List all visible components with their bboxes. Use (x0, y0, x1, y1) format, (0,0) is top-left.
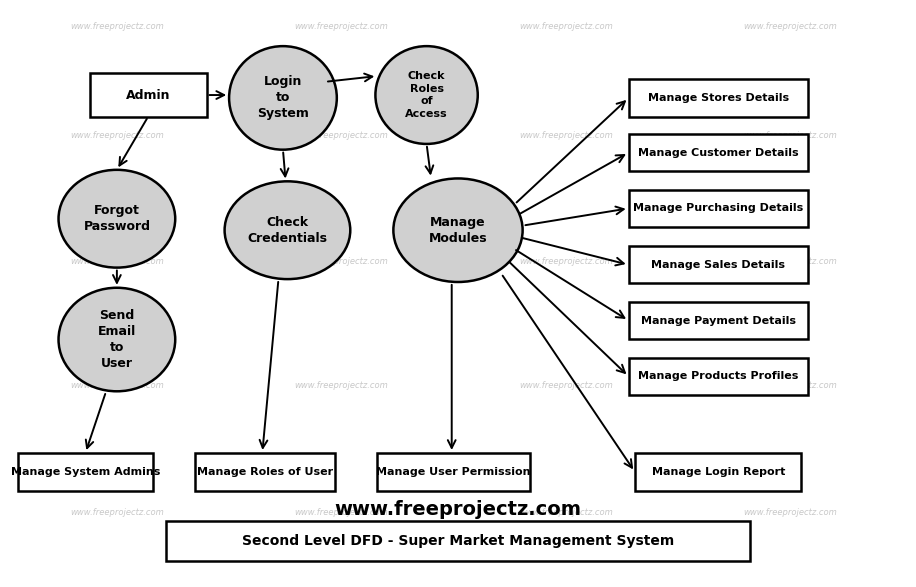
Text: www.freeprojectz.com: www.freeprojectz.com (70, 257, 164, 266)
Text: Manage
Modules: Manage Modules (429, 215, 487, 245)
Text: www.freeprojectz.com: www.freeprojectz.com (294, 131, 388, 140)
Text: www.freeprojectz.com: www.freeprojectz.com (70, 22, 164, 31)
Ellipse shape (229, 46, 337, 150)
Ellipse shape (59, 288, 175, 392)
Text: Manage Sales Details: Manage Sales Details (651, 259, 785, 270)
FancyBboxPatch shape (18, 453, 153, 491)
Ellipse shape (393, 178, 523, 282)
FancyBboxPatch shape (166, 521, 749, 561)
Ellipse shape (376, 46, 478, 144)
Text: Manage Payment Details: Manage Payment Details (641, 316, 796, 326)
Text: www.freeprojectz.com: www.freeprojectz.com (294, 22, 388, 31)
Text: www.freeprojectz.com: www.freeprojectz.com (294, 257, 388, 266)
Text: www.freeprojectz.com: www.freeprojectz.com (743, 257, 837, 266)
Text: Manage Products Profiles: Manage Products Profiles (638, 372, 799, 382)
Text: Manage Purchasing Details: Manage Purchasing Details (633, 203, 803, 213)
Text: Send
Email
to
User: Send Email to User (98, 309, 136, 370)
Text: Admin: Admin (126, 89, 170, 102)
Text: Manage Roles of User: Manage Roles of User (197, 467, 333, 477)
Text: www.freeprojectz.com: www.freeprojectz.com (294, 381, 388, 390)
FancyBboxPatch shape (628, 190, 808, 227)
FancyBboxPatch shape (628, 246, 808, 284)
Text: www.freeprojectz.com: www.freeprojectz.com (518, 257, 613, 266)
Text: www.freeprojectz.com: www.freeprojectz.com (518, 131, 613, 140)
FancyBboxPatch shape (636, 453, 802, 491)
Text: www.freeprojectz.com: www.freeprojectz.com (518, 22, 613, 31)
Text: Manage User Permission: Manage User Permission (376, 467, 530, 477)
Text: www.freeprojectz.com: www.freeprojectz.com (743, 508, 837, 517)
Text: www.freeprojectz.com: www.freeprojectz.com (743, 131, 837, 140)
Text: www.freeprojectz.com: www.freeprojectz.com (334, 500, 582, 519)
Text: www.freeprojectz.com: www.freeprojectz.com (70, 381, 164, 390)
Text: Manage System Admins: Manage System Admins (11, 467, 160, 477)
Text: www.freeprojectz.com: www.freeprojectz.com (743, 22, 837, 31)
Ellipse shape (59, 170, 175, 268)
FancyBboxPatch shape (628, 134, 808, 171)
Text: www.freeprojectz.com: www.freeprojectz.com (518, 508, 613, 517)
Text: www.freeprojectz.com: www.freeprojectz.com (70, 508, 164, 517)
Text: Check
Credentials: Check Credentials (247, 215, 327, 245)
Text: Manage Login Report: Manage Login Report (651, 467, 785, 477)
FancyBboxPatch shape (628, 357, 808, 395)
Ellipse shape (224, 181, 350, 279)
FancyBboxPatch shape (195, 453, 334, 491)
Text: Manage Stores Details: Manage Stores Details (648, 93, 789, 103)
Text: Manage Customer Details: Manage Customer Details (638, 147, 799, 157)
Text: www.freeprojectz.com: www.freeprojectz.com (70, 131, 164, 140)
Text: www.freeprojectz.com: www.freeprojectz.com (294, 508, 388, 517)
Text: www.freeprojectz.com: www.freeprojectz.com (743, 381, 837, 390)
FancyBboxPatch shape (377, 453, 529, 491)
Text: www.freeprojectz.com: www.freeprojectz.com (518, 381, 613, 390)
FancyBboxPatch shape (628, 302, 808, 339)
Text: Second Level DFD - Super Market Management System: Second Level DFD - Super Market Manageme… (242, 534, 674, 548)
FancyBboxPatch shape (628, 79, 808, 117)
Text: Login
to
System: Login to System (257, 75, 309, 120)
FancyBboxPatch shape (90, 73, 207, 117)
Text: Forgot
Password: Forgot Password (83, 204, 150, 233)
Text: Check
Roles
of
Access: Check Roles of Access (405, 72, 448, 119)
